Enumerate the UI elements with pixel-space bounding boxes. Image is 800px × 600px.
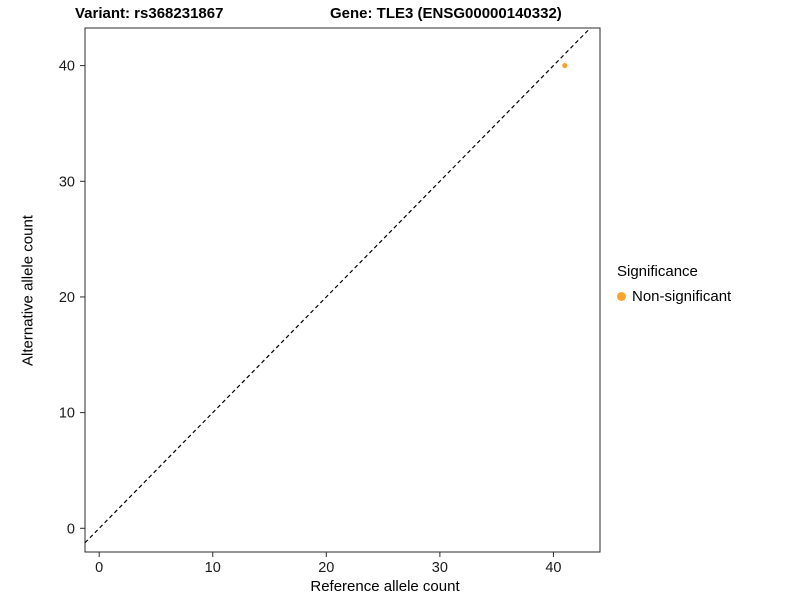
x-tick-label: 40: [545, 560, 561, 576]
y-tick-label: 40: [59, 59, 75, 75]
x-tick-label: 10: [205, 560, 221, 576]
y-tick-label: 0: [67, 521, 75, 537]
y-tick-label: 20: [59, 290, 75, 306]
y-tick-label: 10: [59, 406, 75, 422]
x-axis-title: Reference allele count: [310, 578, 460, 595]
legend-title: Significance: [617, 263, 698, 280]
identity-line: [84, 27, 591, 544]
legend: Significance Non-significant: [617, 263, 731, 305]
x-tick-label: 30: [432, 560, 448, 576]
plot-title-variant: Variant: rs368231867: [75, 5, 224, 22]
y-tick-label: 30: [59, 174, 75, 190]
legend-item-label: Non-significant: [632, 288, 732, 305]
plot-panel-border: [84, 27, 601, 553]
legend-point-icon: [617, 292, 626, 301]
x-tick-label: 0: [95, 560, 103, 576]
legend-item-non-significant: Non-significant: [617, 288, 731, 305]
data-point: [562, 62, 568, 69]
x-tick-label: 20: [318, 560, 334, 576]
plot-title-gene: Gene: TLE3 (ENSG00000140332): [330, 5, 562, 22]
y-axis-title: Alternative allele count: [19, 215, 37, 366]
